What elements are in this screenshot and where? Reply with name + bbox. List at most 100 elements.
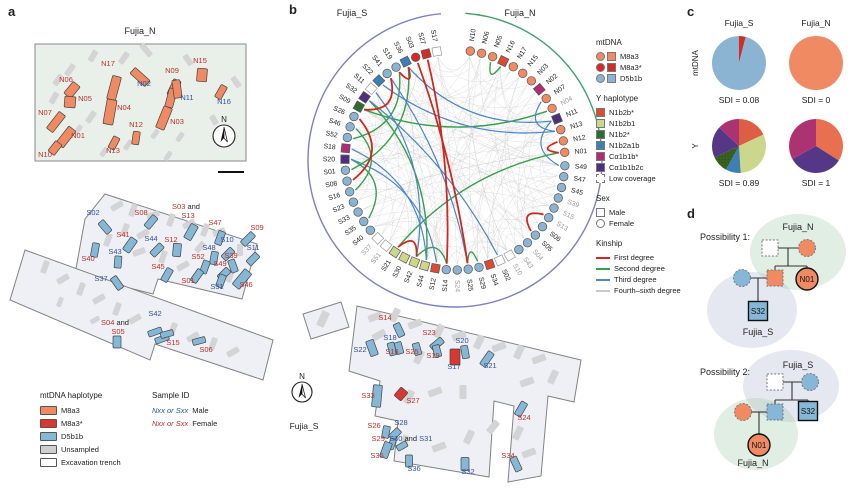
kinship-link-second-degree: [416, 246, 448, 264]
sample-marker-female: [365, 225, 375, 235]
circle-swatch-icon: [596, 52, 605, 61]
tomb: [46, 111, 66, 133]
legend-item: Male: [596, 207, 691, 218]
square-swatch-icon: [596, 163, 605, 172]
ring-sample-label: S13: [555, 221, 569, 233]
tomb: [214, 84, 228, 100]
kinship-link-third-degree: [540, 120, 560, 166]
tomb: [196, 67, 208, 83]
unsampled-tomb: [64, 63, 76, 77]
square-swatch-icon: [607, 74, 616, 83]
kinship-line-swatch: [596, 289, 610, 292]
ring-sample-label: N01: [575, 148, 588, 156]
unsampled-tomb: [431, 441, 447, 453]
tomb-label-part: S13: [181, 211, 194, 220]
kinship-link-fourth-sixth-degree: [408, 66, 542, 108]
legend-item: Low coverage: [596, 173, 691, 184]
sample-marker-male: [340, 143, 351, 154]
kinship-link-fourth-sixth-degree: [476, 85, 528, 262]
kinship-link-fourth-sixth-degree: [352, 179, 368, 200]
legend-items: M8a3 M8a3* D5b1b Unsampled Excavation trench: [40, 404, 150, 469]
kinship-link-second-degree: [353, 72, 401, 140]
unsampled-tomb: [112, 302, 122, 316]
sample-marker-female: [452, 265, 462, 275]
kinship-link-fourth-sixth-degree: [437, 57, 524, 239]
legend-item: D5b1b: [40, 430, 150, 443]
tomb-label: S23: [422, 328, 435, 337]
tomb-label: S43: [108, 247, 121, 256]
legend-item: M8a3*: [40, 417, 150, 430]
kinship-link-fourth-sixth-degree: [469, 56, 528, 90]
legend-label: Male: [609, 208, 626, 217]
tomb: [155, 105, 173, 131]
unsampled-tomb: [389, 307, 401, 323]
tomb: [221, 247, 235, 261]
sample-marker-male: [419, 260, 431, 272]
kinship-link-fourth-sixth-degree: [374, 224, 417, 257]
tomb-label: S27: [406, 396, 419, 405]
kinship-link-fourth-sixth-degree: [417, 58, 481, 78]
sample-marker-female: [476, 48, 487, 58]
tomb-label: N03: [170, 117, 184, 126]
legend-title: mtDNA haplotype: [40, 391, 103, 400]
tomb-label: S04 and: [101, 318, 129, 327]
kinship-link-fourth-sixth-degree: [426, 245, 478, 262]
tomb-label: N05: [78, 94, 92, 103]
pie-slice: [725, 146, 741, 173]
legend-label: N1b2*: [609, 130, 630, 139]
unsampled-tomb: [99, 146, 109, 158]
pedigree-individual-label: S32: [801, 407, 816, 416]
sdi-annotation: SDI = 0.08: [719, 95, 760, 105]
unsampled-tomb: [547, 369, 559, 385]
ring-sample-label: S19: [381, 47, 394, 61]
ring-sample-label: S03: [404, 36, 415, 50]
sample-marker-male: [398, 251, 411, 264]
tomb: [191, 336, 207, 346]
sample-marker-female: [382, 68, 392, 79]
tomb-label: S26: [367, 421, 380, 430]
kinship-link-fourth-sixth-degree: [374, 221, 478, 262]
square-swatch-icon: [607, 63, 616, 72]
panel-d-label: d: [687, 206, 695, 221]
sample-marker-female: [530, 230, 541, 240]
ring-sample-label: N02: [545, 73, 559, 87]
kinship-link-fourth-sixth-degree: [375, 92, 400, 235]
ring-sample-label: N06: [481, 31, 491, 45]
ring-sample-label: N03: [536, 63, 550, 77]
ring-sample-label: S42: [404, 270, 415, 284]
kinship-link-fourth-sixth-degree: [529, 111, 549, 206]
unsampled-tomb: [237, 244, 243, 256]
kinship-link-fourth-sixth-degree: [437, 57, 511, 83]
kinship-link-fourth-sixth-degree: [492, 92, 535, 256]
kinship-link-fourth-sixth-degree: [359, 118, 418, 257]
ring-sample-label: S35: [344, 225, 358, 238]
kinship-link-fourth-sixth-degree: [397, 71, 511, 248]
tomb-label: S46: [239, 280, 252, 289]
pedigree-possibilities: Possibility 1: Fujia_N Fujia_S N01 S32 Possib…: [700, 214, 846, 470]
ring-sample-label: S24: [453, 280, 460, 292]
sdi-annotation: SDI = 0: [802, 95, 831, 105]
sample-id-row: Nxx or Sxx Female: [152, 417, 272, 430]
tomb-label: N04: [117, 103, 131, 112]
unsampled-tomb: [76, 282, 86, 296]
unsampled-tomb: [200, 223, 210, 237]
sample-marker-female: [463, 264, 473, 274]
sample-marker-male: [431, 46, 443, 57]
tomb: [460, 457, 470, 471]
sample-marker-female: [537, 222, 548, 232]
ring-sample-label: S11: [352, 73, 366, 86]
kinship-link-fourth-sixth-degree: [504, 77, 532, 232]
ring-sample-label: N17: [516, 46, 529, 60]
kinship-link-first-degree: [397, 240, 418, 257]
tomb: [113, 255, 123, 269]
legend-item: Fourth–sixth degree: [596, 285, 691, 296]
tomb: [147, 326, 163, 338]
tomb-label: S52: [191, 252, 204, 261]
kinship-link-fourth-sixth-degree: [390, 77, 520, 99]
legend-swatch: [40, 406, 57, 415]
pie-slice: [719, 119, 739, 146]
unsampled-tomb: [128, 313, 142, 325]
tomb-label-part: S03: [172, 202, 187, 211]
legend-label: First degree: [614, 253, 655, 262]
